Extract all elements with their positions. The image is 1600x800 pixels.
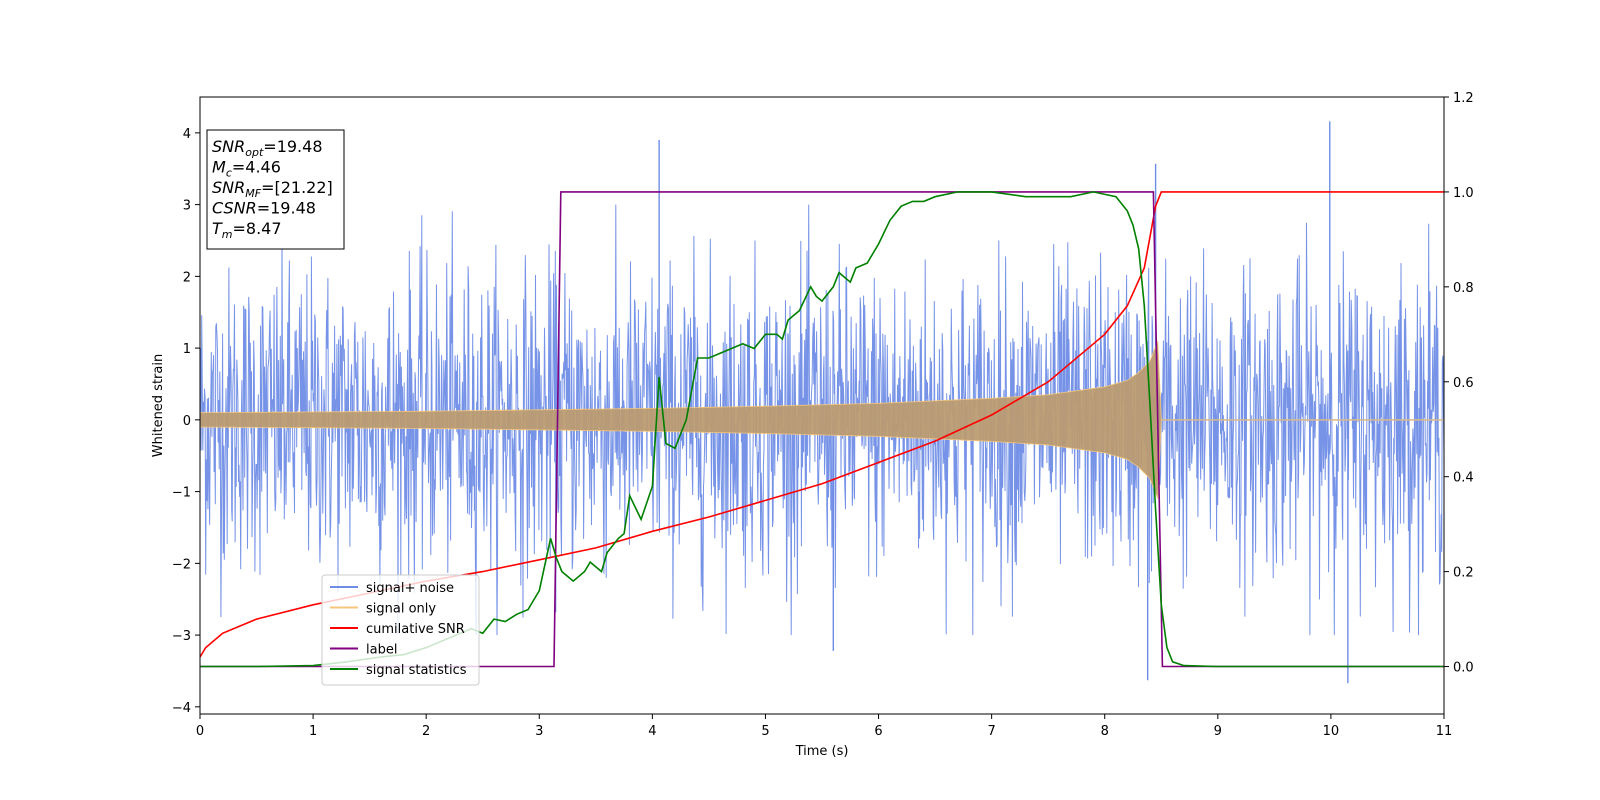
y2-tick-label: 1.2	[1453, 91, 1474, 106]
info-symbol: T	[212, 219, 223, 238]
info-box-frame	[206, 129, 345, 250]
x-axis-title: Time (s)	[795, 744, 849, 759]
y-tick-label: −1	[172, 486, 191, 501]
x-tick-label: 0	[196, 724, 204, 739]
series-cumilative-snr	[200, 191, 1444, 658]
x-tick-label: 6	[874, 724, 882, 739]
y2-tick-label: 0.0	[1453, 661, 1474, 676]
legend-label: signal only	[366, 602, 436, 617]
legend: signal+ noise signal only cumilative SNR la…	[321, 574, 480, 686]
info-symbol: M	[212, 158, 226, 177]
x-axis: 0 1 2 3 4 5 6 7 8 9 10 11	[196, 714, 1452, 739]
x-tick-label: 8	[1101, 724, 1109, 739]
info-value: =[21.22]	[261, 178, 333, 197]
x-tick-label: 11	[1436, 724, 1453, 739]
x-tick-label: 7	[987, 724, 995, 739]
info-subscript: MF	[245, 187, 261, 200]
series-signal-statistics	[200, 191, 1444, 668]
info-line: Tm=8.47	[212, 219, 282, 241]
info-subscript: opt	[245, 146, 264, 159]
y-tick-label: 2	[183, 270, 191, 285]
y2-tick-label: 1.0	[1453, 186, 1474, 201]
y-tick-label: −3	[172, 629, 191, 644]
info-value: =19.48	[263, 137, 322, 156]
legend-frame	[321, 574, 480, 686]
x-tick-label: 2	[422, 724, 430, 739]
y-tick-label: −4	[172, 701, 191, 716]
x-tick-label: 10	[1323, 724, 1340, 739]
info-line: SNRMF=[21.22]	[212, 178, 333, 200]
y-axis-right: 0.0 0.2 0.4 0.6 0.8 1.0 1.2	[1444, 91, 1474, 676]
y2-tick-label: 0.6	[1453, 376, 1474, 391]
x-tick-label: 5	[761, 724, 769, 739]
info-line: CSNR=19.48	[212, 199, 316, 218]
y-tick-label: 0	[183, 414, 191, 429]
y2-tick-label: 0.4	[1453, 471, 1474, 486]
y-tick-label: −2	[172, 557, 191, 572]
info-subscript: m	[222, 228, 233, 241]
info-line: SNRopt=19.48	[212, 137, 323, 159]
y-axis-left: −4 −3 −2 −1 0 1 2 3 4	[172, 127, 200, 716]
x-tick-label: 3	[535, 724, 543, 739]
y2-tick-label: 0.2	[1453, 566, 1474, 581]
info-value: =8.47	[233, 219, 282, 238]
plot-frame	[199, 96, 1445, 715]
y-tick-label: 3	[183, 199, 191, 214]
info-subscript: c	[226, 167, 232, 180]
y-tick-label: 4	[183, 127, 191, 142]
info-symbol: SNR	[212, 178, 245, 197]
x-tick-label: 1	[309, 724, 317, 739]
series-signal-only	[200, 340, 1444, 499]
legend-label: cumilative SNR	[366, 622, 465, 637]
y2-tick-label: 0.8	[1453, 281, 1474, 296]
legend-label: label	[366, 643, 397, 658]
series-line	[200, 191, 1444, 658]
info-value: =19.48	[257, 199, 316, 218]
legend-label: signal statistics	[366, 663, 467, 678]
info-value: =4.46	[232, 158, 281, 177]
x-tick-label: 4	[648, 724, 656, 739]
info-symbol: CSNR	[212, 199, 257, 218]
y-axis-title: Whitened strain	[151, 354, 166, 457]
series-line	[200, 191, 1444, 668]
info-line: Mc=4.46	[212, 158, 281, 180]
x-tick-label: 9	[1214, 724, 1222, 739]
legend-label: signal+ noise	[366, 581, 454, 596]
chirp-fill	[200, 340, 1162, 499]
series-layer	[200, 121, 1444, 684]
info-symbol: SNR	[212, 137, 245, 156]
info-box: SNRopt=19.48Mc=4.46SNRMF=[21.22]CSNR=19.…	[206, 129, 345, 250]
y-tick-label: 1	[183, 342, 191, 357]
